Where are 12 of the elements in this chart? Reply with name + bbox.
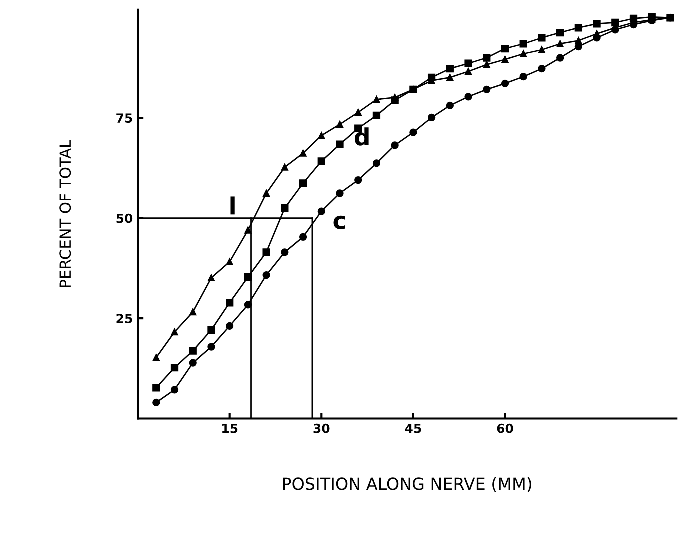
x-tick-label: 15 xyxy=(222,424,238,434)
x-tick-label: 60 xyxy=(497,424,514,434)
y-tick-label: 75 xyxy=(116,114,132,124)
y-tick-label: 25 xyxy=(116,314,132,324)
x-axis-title: POSITION ALONG NERVE (MM) xyxy=(283,477,532,492)
series-label: l xyxy=(230,196,235,215)
x-tick-label: 45 xyxy=(405,424,422,434)
y-tick-label: 50 xyxy=(116,214,133,224)
series-label: d xyxy=(354,128,369,146)
x-tick-label: 30 xyxy=(314,424,330,434)
y-axis-title: PERCENT OF TOTAL xyxy=(60,140,72,288)
series-label: c xyxy=(334,216,346,230)
